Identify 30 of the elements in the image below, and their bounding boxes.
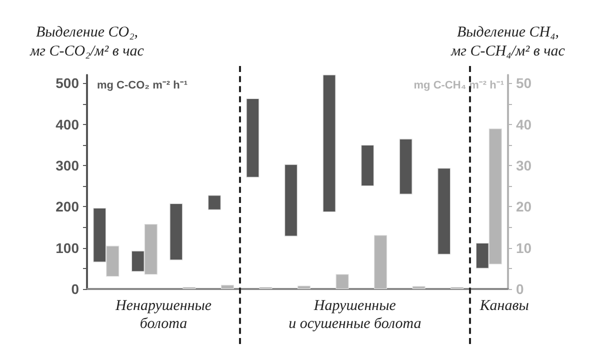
y-tick-label: 400 [56,116,80,132]
bar [246,98,260,178]
y-axis-title: Выделение CO₂, мг C-CO₂/м² в час [29,24,144,60]
annotation: mg C-CO₂ m⁻² h⁻¹ [97,80,188,92]
bar [220,284,234,289]
bar [208,195,221,210]
bar [412,286,426,289]
bar [438,168,451,254]
bar [374,235,388,289]
y2-tick-label: 10 [516,240,532,256]
bar [284,164,298,236]
y2-axis-title: Выделение CH₄, мг C-CH₄/м² в час [450,24,566,60]
y2-tick-label: 50 [516,75,532,92]
y2-tick-label: 40 [516,116,532,132]
y-tick-label: 300 [56,158,80,174]
bar [336,274,349,289]
y-tick-label: 500 [56,75,80,92]
y-tick-label: 100 [56,240,80,256]
y2-tick-label: 0 [516,281,524,297]
bar [399,138,412,194]
bar [361,144,374,186]
y-tick-label: 200 [56,198,80,215]
bar [170,203,183,260]
y-tick-label: 0 [71,281,80,297]
y2-tick-label: 30 [516,158,532,174]
bar [298,286,310,289]
text: Нарушенные и осушенные болота [288,298,422,332]
text: Ненарушенные болота [114,298,212,332]
y2-tick-label: 20 [516,198,532,215]
text: Канавы [478,298,529,314]
